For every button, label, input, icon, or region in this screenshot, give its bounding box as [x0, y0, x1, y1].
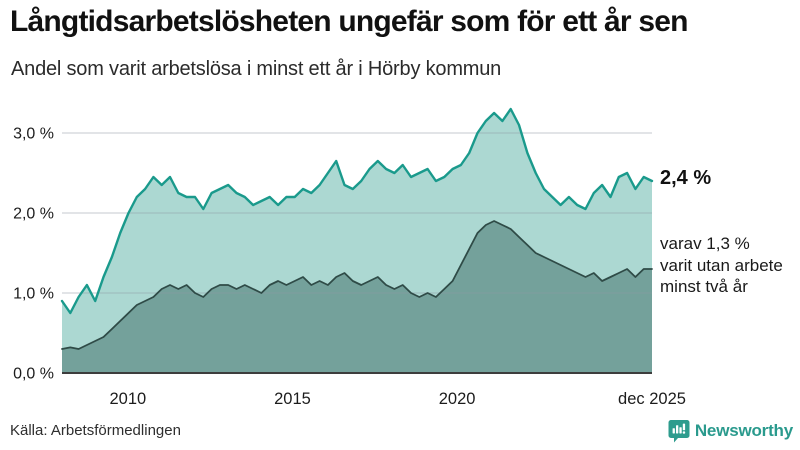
y-tick-label: 1,0 % — [13, 286, 54, 303]
series-area-1 — [62, 221, 652, 373]
series-area-0 — [62, 109, 652, 373]
series-line-0 — [60, 107, 654, 315]
annotation-varav: varav 1,3 % varit utan arbete minst två … — [660, 233, 783, 298]
newsworthy-logo-icon — [668, 420, 690, 443]
y-tick-label: 3,0 % — [13, 126, 54, 143]
chart-title: Långtidsarbetslösheten ungefär som för e… — [10, 5, 688, 38]
newsworthy-logo-text: Newsworthy — [694, 421, 793, 440]
x-tick-label: 2020 — [439, 390, 476, 408]
x-tick-label: 2010 — [109, 390, 146, 408]
x-tick-label: 2015 — [274, 390, 311, 408]
y-tick-label: 2,0 % — [13, 206, 54, 223]
newsworthy-logo[interactable]: Newsworthy — [668, 419, 793, 443]
chart-subtitle: Andel som varit arbetslösa i minst ett å… — [11, 58, 502, 80]
source-label: Källa: Arbetsförmedlingen — [10, 422, 181, 439]
annotation-varav-line2: varit utan arbete — [660, 255, 783, 275]
x-tick-label: dec 2025 — [618, 390, 686, 408]
annotation-varav-line3: minst två år — [660, 277, 748, 296]
series-line-1 — [61, 220, 653, 350]
annotation-latest-value: 2,4 % — [660, 167, 712, 189]
y-tick-label: 0,0 % — [13, 366, 54, 383]
annotation-varav-line1: varav 1,3 % — [660, 234, 750, 253]
